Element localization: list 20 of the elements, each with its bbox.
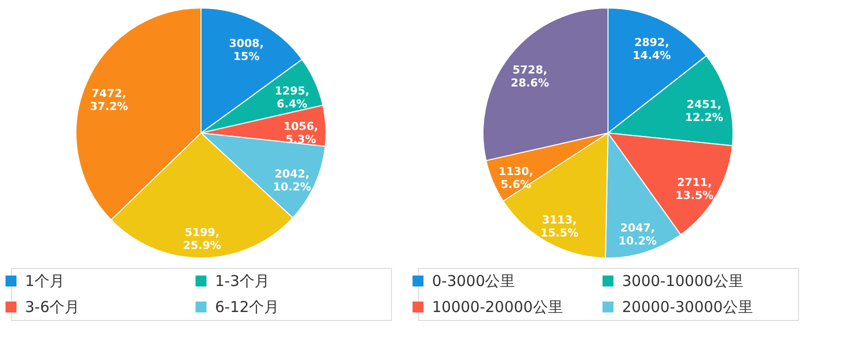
legend-label: 20000-30000公里 <box>622 298 753 316</box>
data-label: 2047, 10.2% <box>618 222 657 248</box>
legend-label: 6-12个月 <box>215 298 280 316</box>
data-label: 2042, 10.2% <box>272 167 312 194</box>
legend-label: 3-6个月 <box>25 298 80 316</box>
data-label: 3113, 15.5% <box>540 213 578 240</box>
data-label: 7472, 37.2% <box>90 86 128 113</box>
data-label: 2711, 13.5% <box>675 176 714 202</box>
legend-label: 1个月 <box>25 272 65 290</box>
data-label: 5728, 28.6% <box>510 64 549 90</box>
legend-label: 3000-10000公里 <box>622 272 744 290</box>
data-label: 3008, 15% <box>228 36 264 63</box>
legend-label: 10000-20000公里 <box>432 298 563 316</box>
data-label: 2892, 14.4% <box>632 36 671 62</box>
legend-label: 1-3个月 <box>215 272 270 290</box>
legend-label: 0-3000公里 <box>432 272 516 290</box>
data-label: 5199, 25.9% <box>183 226 222 252</box>
data-label: 1295, 6.4% <box>274 84 310 111</box>
data-label: 2451, 12.2% <box>684 98 724 124</box>
data-label: 1056, 5.3% <box>283 120 318 146</box>
